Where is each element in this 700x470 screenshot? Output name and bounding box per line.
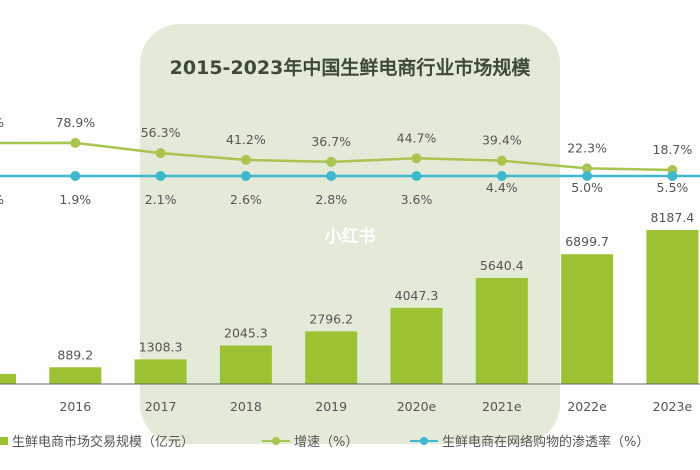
bar [49, 367, 102, 384]
legend-item-bar: 生鲜电商市场交易规模（亿元） [0, 431, 194, 450]
bar-value-label: 5640.4 [480, 258, 524, 273]
penetration-point [496, 171, 507, 181]
bar-value-label: 2045.3 [224, 326, 268, 341]
penetration-value-label: 1.9% [59, 192, 91, 207]
legend-item-penetration: 生鲜电商在网络购物的渗透率（%） [410, 431, 649, 450]
bar-value-label: 2796.2 [309, 311, 353, 326]
legend-line-marker-icon [410, 436, 438, 445]
growth-value-label: 39.4% [482, 133, 522, 148]
penetration-point [326, 171, 337, 181]
penetration-value-label: 5.5% [657, 180, 689, 195]
penetration-point [667, 171, 678, 181]
growth-value-label: 22.3% [567, 140, 607, 155]
penetration-point [582, 171, 593, 181]
bar-value-label: 8187.4 [651, 210, 695, 225]
penetration-value-label: 2.6% [230, 192, 262, 207]
x-tick-label: 2019 [315, 399, 347, 414]
x-tick-label: 2017 [145, 399, 177, 414]
bar [134, 359, 187, 384]
chart-title: 2015-2023年中国生鲜电商行业市场规模 [170, 56, 532, 79]
legend-line-marker-icon [262, 436, 290, 445]
x-tick-label: 2020e [397, 399, 437, 414]
growth-value-label: 41.2% [226, 132, 266, 147]
bar [646, 230, 699, 384]
growth-value-label: 78.9% [55, 115, 95, 130]
growth-value-label: 44.7% [397, 130, 437, 145]
growth-value-label: 36.7% [311, 134, 351, 149]
x-tick-label: 2022e [567, 399, 607, 414]
penetration-value-label: 3.6% [401, 192, 433, 207]
growth-point [582, 163, 593, 174]
legend-item-growth: 增速（%） [262, 431, 358, 450]
bar-value-label: 6899.7 [565, 234, 609, 249]
growth-value-label: 56.3% [141, 125, 181, 140]
penetration-point [411, 171, 422, 181]
growth-point [240, 154, 251, 165]
penetration-value-label: 2.1% [145, 192, 177, 207]
legend-label: 生鲜电商市场交易规模（亿元） [12, 435, 195, 450]
growth-point [411, 153, 422, 164]
penetration-value-label: 5.0% [571, 180, 603, 195]
bar [0, 373, 16, 384]
bar-value-label: 4047.3 [395, 288, 439, 303]
legend-label: 增速（%） [294, 435, 359, 450]
bar-value-label: 889.2 [57, 347, 93, 362]
penetration-value-label: 4.4% [486, 180, 518, 195]
penetration-point [70, 171, 81, 181]
penetration-value-label: % [0, 192, 4, 207]
growth-value-label: 18.7% [653, 142, 693, 157]
bar [219, 345, 272, 384]
growth-value-label: % [0, 115, 4, 130]
x-tick-label: 2021e [482, 399, 522, 414]
bar [390, 307, 443, 384]
watermark-brand: 小红书 [325, 226, 376, 247]
x-tick-label: 2016 [59, 399, 91, 414]
growth-point [155, 148, 166, 159]
penetration-point [240, 171, 251, 181]
penetration-value-label: 2.8% [315, 192, 347, 207]
bar-value-label: 1308.3 [139, 339, 183, 354]
bar [305, 331, 358, 384]
legend-bar-swatch-icon [0, 436, 8, 445]
growth-point [326, 156, 337, 167]
x-tick-label: 2023e [653, 399, 693, 414]
bar [561, 254, 614, 384]
x-tick-label: 2018 [230, 399, 262, 414]
penetration-point [155, 171, 166, 181]
legend-label: 生鲜电商在网络购物的渗透率（%） [442, 435, 650, 450]
growth-point [70, 137, 81, 148]
bar [475, 277, 528, 384]
growth-point [496, 155, 507, 166]
